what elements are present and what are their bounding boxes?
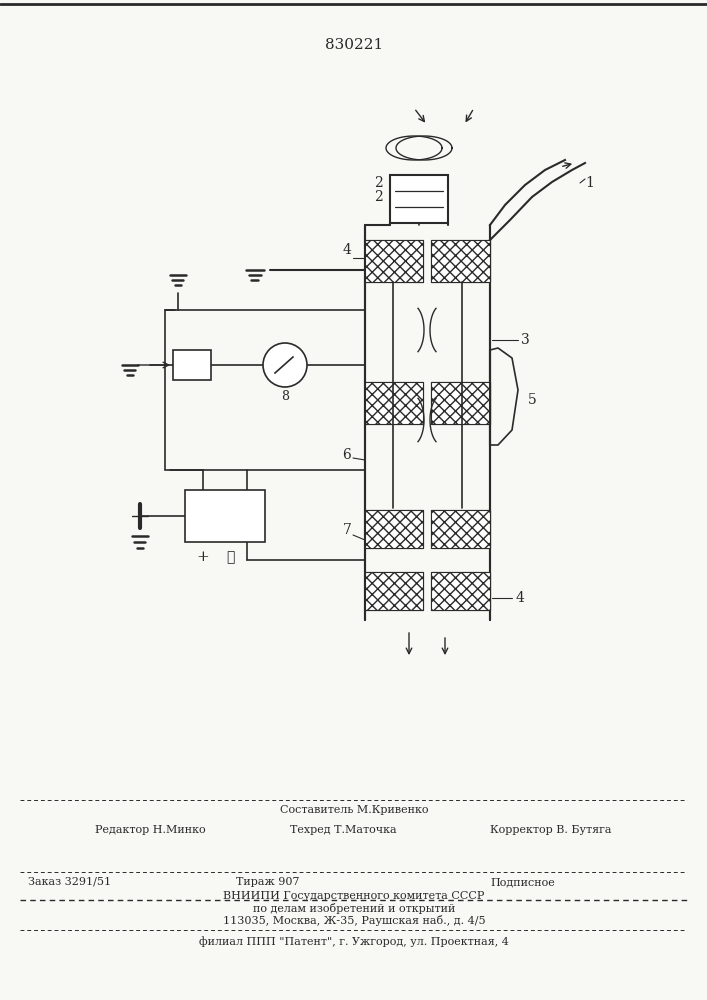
- Bar: [431, 510, 490, 548]
- Text: 5: 5: [527, 393, 537, 407]
- Bar: [365, 240, 423, 282]
- Bar: [366, 225, 489, 620]
- Text: 2: 2: [373, 190, 382, 204]
- Text: 830221: 830221: [325, 38, 383, 52]
- Text: 6: 6: [343, 448, 351, 462]
- Bar: [365, 240, 423, 282]
- Bar: [431, 240, 490, 282]
- Text: ⓘ: ⓘ: [226, 550, 234, 564]
- Text: Заказ 3291/51: Заказ 3291/51: [28, 877, 111, 887]
- Bar: [365, 382, 423, 424]
- Text: Корректор В. Бутяга: Корректор В. Бутяга: [490, 825, 612, 835]
- Text: 113035, Москва, Ж-35, Раушская наб., д. 4/5: 113035, Москва, Ж-35, Раушская наб., д. …: [223, 914, 485, 926]
- Text: 4: 4: [515, 591, 525, 605]
- Bar: [365, 572, 423, 610]
- Bar: [365, 572, 423, 610]
- Circle shape: [263, 343, 307, 387]
- Text: 3: 3: [520, 333, 530, 347]
- Bar: [365, 510, 423, 548]
- Bar: [431, 382, 490, 424]
- Text: Составитель М.Кривенко: Составитель М.Кривенко: [280, 805, 428, 815]
- Bar: [165, 310, 365, 470]
- Text: ВНИИПИ Государственного комитета СССР: ВНИИПИ Государственного комитета СССР: [223, 891, 485, 901]
- Text: Техред Т.Маточка: Техред Т.Маточка: [290, 825, 397, 835]
- Text: по делам изобретений и открытий: по делам изобретений и открытий: [253, 902, 455, 914]
- Bar: [431, 572, 490, 610]
- Bar: [431, 572, 490, 610]
- Bar: [173, 350, 211, 380]
- Text: 9: 9: [188, 359, 196, 371]
- Text: +: +: [197, 550, 209, 564]
- Bar: [431, 382, 490, 424]
- Text: 4: 4: [343, 243, 351, 257]
- Text: 10: 10: [216, 509, 234, 523]
- Text: 8: 8: [281, 390, 289, 403]
- Bar: [365, 382, 423, 424]
- Text: Подписное: Подписное: [490, 877, 555, 887]
- Bar: [431, 240, 490, 282]
- Text: Тираж 907: Тираж 907: [236, 877, 300, 887]
- Text: Редактор Н.Минко: Редактор Н.Минко: [95, 825, 206, 835]
- Bar: [390, 175, 448, 223]
- Text: филиал ППП "Патент", г. Ужгород, ул. Проектная, 4: филиал ППП "Патент", г. Ужгород, ул. Про…: [199, 937, 509, 947]
- Bar: [431, 510, 490, 548]
- Bar: [185, 490, 265, 542]
- Bar: [365, 510, 423, 548]
- Text: 2: 2: [373, 176, 382, 190]
- Text: 1: 1: [585, 176, 595, 190]
- Text: 7: 7: [343, 523, 351, 537]
